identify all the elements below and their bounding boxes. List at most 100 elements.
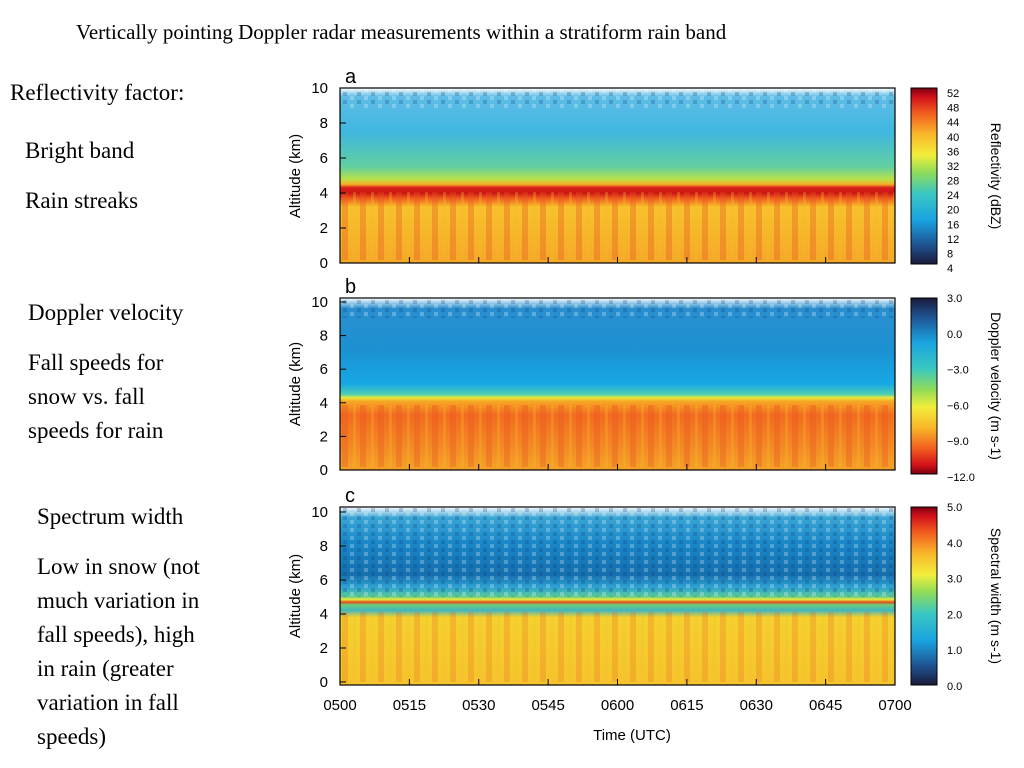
- panel-a-ylabel: Altitude (km): [287, 134, 304, 218]
- ytick-label: 4: [320, 395, 328, 412]
- ytick-label: 8: [320, 538, 328, 555]
- xtick-label: 0645: [809, 697, 842, 714]
- ytick-label: 2: [320, 640, 328, 657]
- cloud-top-speckle: [340, 88, 895, 108]
- spectral-rain-texture: [340, 612, 895, 682]
- spectrum-notes: Spectrum width Low in snow (not much var…: [37, 500, 200, 754]
- rain-streaks-note: Rain streaks: [25, 188, 139, 213]
- colorbar-tick-label: 20: [947, 205, 959, 217]
- ytick-label: 2: [320, 428, 328, 445]
- colorbar-tick-label: −3.0: [947, 365, 969, 377]
- slide-title: Vertically pointing Doppler radar measur…: [76, 20, 727, 44]
- ytick-label: 6: [320, 361, 328, 378]
- colorbar-tick-label: 8: [947, 248, 953, 260]
- spectral-colorbar-label: Spectral width (m s-1): [988, 528, 1004, 664]
- ytick-label: 0: [320, 462, 328, 479]
- panel-b-yaxis: 0 2 4 6 8 10: [311, 294, 346, 479]
- panel-a-yaxis: 0 2 4 6 8 10: [311, 80, 346, 272]
- reflectivity-colorbar: [910, 87, 938, 265]
- ytick-label: 6: [320, 150, 328, 167]
- colorbar-tick-label: 2.0: [947, 609, 962, 621]
- colorbar-tick-label: 3.0: [947, 293, 962, 305]
- colorbar-tick-label: −12.0: [947, 472, 975, 484]
- ytick-label: 8: [320, 328, 328, 345]
- panel-c-yaxis: 0 2 4 6 8 10: [311, 504, 346, 691]
- spectrum-line-4: in rain (greater: [37, 656, 174, 681]
- panel-c-xaxis: 0500 0515 0530 0545 0600 0615 0630 0645 0700: [323, 257, 912, 714]
- colorbar-tick-label: −6.0: [947, 400, 969, 412]
- panel-c-letter: c: [345, 485, 355, 507]
- spectrum-line-2: much variation in: [37, 588, 200, 613]
- bright-band-note: Bright band: [25, 138, 135, 163]
- panel-c-ylabel: Altitude (km): [287, 554, 304, 638]
- time-axis-label: Time (UTC): [593, 727, 671, 744]
- colorbar-tick-label: 3.0: [947, 574, 962, 586]
- ytick-label: 4: [320, 185, 328, 202]
- reflectivity-colorbar-label: Reflectivity (dBZ): [988, 123, 1004, 230]
- spectrum-line-6: speeds): [37, 724, 106, 749]
- spectral-snow-speckle: [340, 507, 895, 597]
- panel-a-letter: a: [345, 66, 357, 88]
- spectrum-heading: Spectrum width: [37, 504, 184, 529]
- doppler-colorbar: [910, 297, 938, 475]
- doppler-notes: Doppler velocity Fall speeds for snow vs…: [28, 296, 183, 448]
- ytick-label: 10: [311, 504, 328, 521]
- colorbar-tick-label: 40: [947, 132, 959, 144]
- reflectivity-heading: Reflectivity factor:: [10, 80, 185, 105]
- panel-c-cbar-ticks: 5.0 4.0 3.0 2.0 1.0 0.0: [947, 502, 962, 693]
- doppler-rain-texture: [340, 405, 895, 467]
- xtick-label: 0630: [740, 697, 773, 714]
- ytick-label: 10: [311, 294, 328, 311]
- colorbar-tick-label: 32: [947, 161, 959, 173]
- reflectivity-points: Bright band Rain streaks: [25, 126, 138, 226]
- spectral-colorbar: [910, 506, 938, 686]
- xtick-label: 0545: [531, 697, 564, 714]
- xtick-label: 0700: [878, 697, 911, 714]
- ytick-label: 0: [320, 674, 328, 691]
- doppler-heading: Doppler velocity: [28, 300, 184, 325]
- spectrum-line-5: variation in fall: [37, 690, 179, 715]
- colorbar-tick-label: 16: [947, 219, 959, 231]
- doppler-top-speckle: [340, 298, 895, 318]
- colorbar-tick-label: 12: [947, 234, 959, 246]
- ytick-label: 0: [320, 255, 328, 272]
- panel-b-letter: b: [345, 276, 356, 298]
- panel-b-ylabel: Altitude (km): [287, 342, 304, 426]
- spectrum-line-1: Low in snow (not: [37, 554, 200, 579]
- colorbar-tick-label: 48: [947, 103, 959, 115]
- colorbar-tick-label: 0.0: [947, 329, 962, 341]
- colorbar-tick-label: 5.0: [947, 502, 962, 514]
- colorbar-tick-label: 52: [947, 88, 959, 100]
- reflectivity-notes: Reflectivity factor:: [10, 76, 184, 110]
- colorbar-tick-label: 36: [947, 146, 959, 158]
- spectrum-line-3: fall speeds), high: [37, 622, 195, 647]
- colorbar-tick-label: 24: [947, 190, 959, 202]
- doppler-colorbar-label: Doppler velocity (m s-1): [988, 312, 1004, 460]
- colorbar-tick-label: 4: [947, 263, 953, 275]
- xtick-label: 0615: [670, 697, 703, 714]
- colorbar-tick-label: 28: [947, 176, 959, 188]
- doppler-line-1: Fall speeds for: [28, 350, 164, 375]
- xtick-label: 0600: [601, 697, 634, 714]
- panel-b-cbar-ticks: 3.0 0.0 −3.0 −6.0 −9.0 −12.0: [947, 293, 975, 484]
- panel-c: c 0 2 4 6 8 10 Altitude (km) 0500 0515 0530 0545…: [287, 257, 1004, 744]
- ytick-label: 4: [320, 606, 328, 623]
- doppler-line-3: speeds for rain: [28, 418, 164, 443]
- colorbar-tick-label: 44: [947, 117, 959, 129]
- ytick-label: 6: [320, 572, 328, 589]
- xtick-label: 0530: [462, 697, 495, 714]
- xtick-label: 0515: [393, 697, 426, 714]
- ytick-label: 10: [311, 80, 328, 97]
- ytick-label: 8: [320, 115, 328, 132]
- xtick-label: 0500: [323, 697, 356, 714]
- doppler-line-2: snow vs. fall: [28, 384, 145, 409]
- colorbar-tick-label: 4.0: [947, 538, 962, 550]
- colorbar-tick-label: 1.0: [947, 645, 962, 657]
- rain-streaks-texture: [340, 192, 895, 260]
- colorbar-tick-label: −9.0: [947, 436, 969, 448]
- ytick-label: 2: [320, 220, 328, 237]
- panel-b: b 0 2 4 6 8 10 Altitude (km) 3.0 0.0 −3.0 −6.0 −9…: [287, 276, 1004, 484]
